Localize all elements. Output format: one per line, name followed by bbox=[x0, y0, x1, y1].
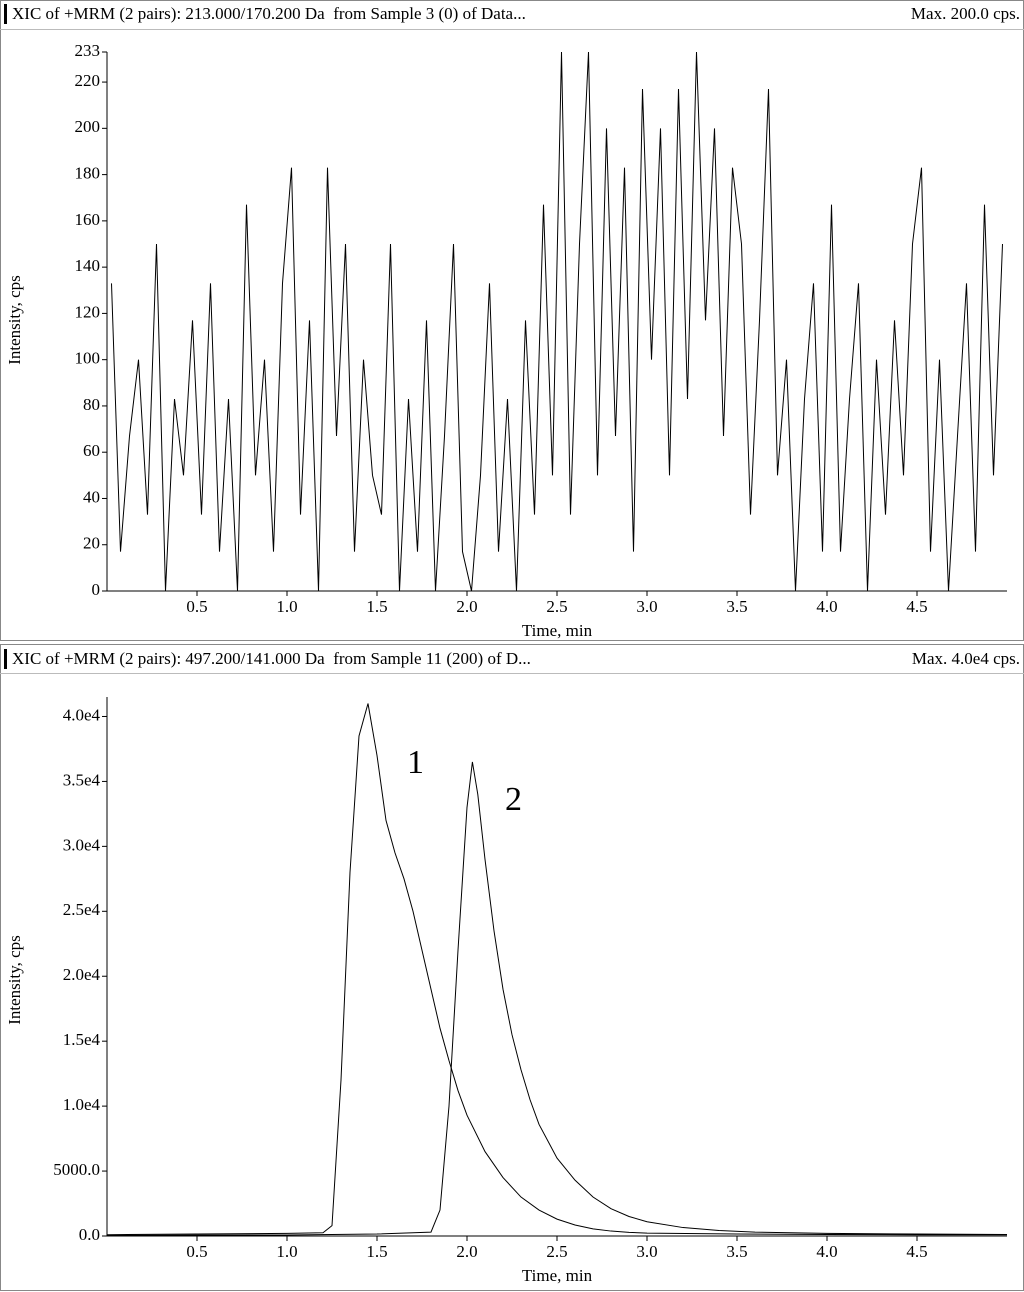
x-tick-label: 1.5 bbox=[366, 597, 387, 616]
y-tick-label: 3.5e4 bbox=[63, 770, 101, 789]
x-tick-label: 4.5 bbox=[906, 1242, 927, 1261]
y-axis-label: Intensity, cps bbox=[5, 275, 24, 365]
y-tick-label: 60 bbox=[83, 441, 100, 460]
y-tick-label: 40 bbox=[83, 487, 100, 506]
y-tick-label: 220 bbox=[75, 71, 101, 90]
max-intensity: Max. 4.0e4 cps. bbox=[912, 649, 1020, 668]
x-tick-label: 2.0 bbox=[456, 597, 477, 616]
x-tick-label: 4.0 bbox=[816, 597, 837, 616]
trace bbox=[106, 761, 1008, 1236]
y-tick-label: 233 bbox=[75, 41, 101, 60]
x-tick-label: 3.0 bbox=[636, 597, 657, 616]
trace bbox=[106, 703, 1007, 1236]
y-tick-label: 0 bbox=[92, 580, 101, 599]
y-tick-label: 200 bbox=[75, 117, 101, 136]
header-marker bbox=[4, 4, 7, 24]
y-tick-label: 2.5e4 bbox=[63, 900, 101, 919]
panel-frame bbox=[0, 644, 1024, 1291]
peak-label: 2 bbox=[505, 781, 522, 818]
x-axis-label: Time, min bbox=[522, 621, 593, 640]
y-tick-label: 1.0e4 bbox=[63, 1095, 101, 1114]
x-tick-label: 0.5 bbox=[186, 597, 207, 616]
x-tick-label: 4.0 bbox=[816, 1242, 837, 1261]
x-tick-label: 2.5 bbox=[546, 597, 567, 616]
y-tick-label: 120 bbox=[75, 302, 101, 321]
y-tick-label: 140 bbox=[75, 256, 101, 275]
x-tick-label: 2.0 bbox=[456, 1242, 477, 1261]
header-marker bbox=[4, 649, 7, 669]
x-axis-label: Time, min bbox=[522, 1266, 593, 1285]
x-tick-label: 3.0 bbox=[636, 1242, 657, 1261]
x-tick-label: 1.0 bbox=[276, 597, 297, 616]
x-tick-label: 3.5 bbox=[726, 597, 747, 616]
y-axis-label: Intensity, cps bbox=[5, 935, 24, 1025]
y-tick-label: 1.5e4 bbox=[63, 1030, 101, 1049]
trace bbox=[111, 51, 1003, 592]
y-tick-label: 2.0e4 bbox=[63, 965, 101, 984]
y-tick-label: 0.0 bbox=[79, 1225, 100, 1244]
y-tick-label: 5000.0 bbox=[53, 1160, 100, 1179]
peak-label: 1 bbox=[407, 744, 424, 781]
y-tick-label: 160 bbox=[75, 210, 101, 229]
x-tick-label: 1.5 bbox=[366, 1242, 387, 1261]
chart-title: XIC of +MRM (2 pairs): 497.200/141.000 D… bbox=[12, 649, 531, 668]
y-tick-label: 100 bbox=[75, 349, 101, 368]
x-tick-label: 4.5 bbox=[906, 597, 927, 616]
y-tick-label: 4.0e4 bbox=[63, 705, 101, 724]
max-intensity: Max. 200.0 cps. bbox=[911, 4, 1020, 23]
x-tick-label: 2.5 bbox=[546, 1242, 567, 1261]
x-tick-label: 3.5 bbox=[726, 1242, 747, 1261]
y-tick-label: 20 bbox=[83, 534, 100, 553]
x-tick-label: 1.0 bbox=[276, 1242, 297, 1261]
y-tick-label: 80 bbox=[83, 395, 100, 414]
y-tick-label: 3.0e4 bbox=[63, 835, 101, 854]
y-tick-label: 180 bbox=[75, 164, 101, 183]
chart-title: XIC of +MRM (2 pairs): 213.000/170.200 D… bbox=[12, 4, 526, 23]
x-tick-label: 0.5 bbox=[186, 1242, 207, 1261]
